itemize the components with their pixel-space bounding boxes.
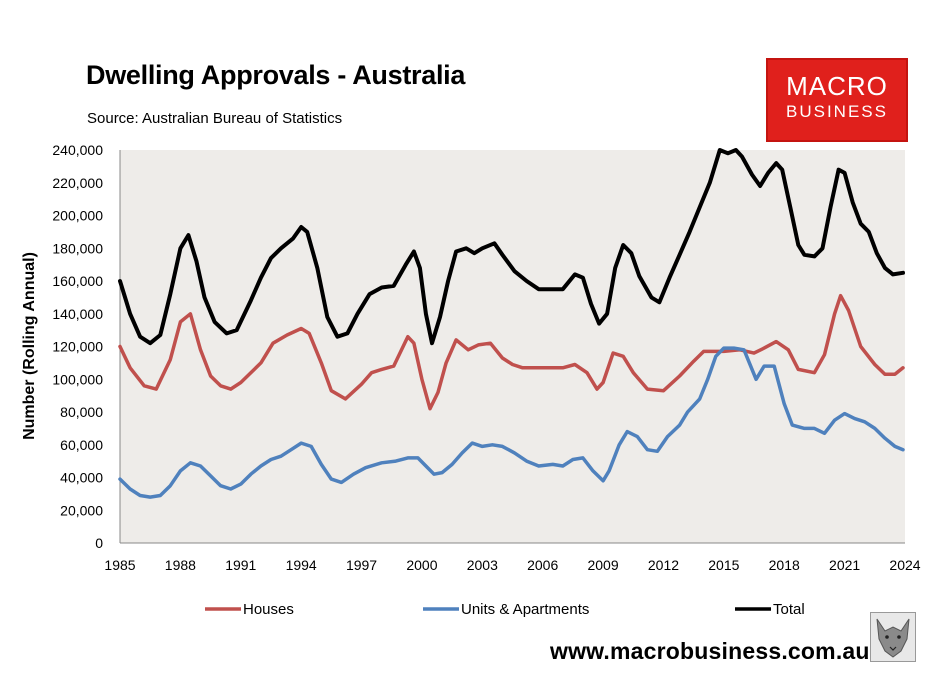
chart-source: Source: Australian Bureau of Statistics: [87, 110, 343, 127]
y-axis-label: Number (Rolling Annual): [21, 252, 38, 440]
y-tick-label: 240,000: [52, 142, 103, 158]
legend-label: Houses: [243, 601, 294, 618]
x-tick-label: 2012: [648, 557, 679, 573]
y-tick-label: 100,000: [52, 371, 103, 387]
y-tick-label: 0: [95, 535, 103, 551]
y-tick-label: 200,000: [52, 208, 103, 224]
y-tick-label: 60,000: [60, 437, 103, 453]
legend-label: Total: [773, 601, 805, 618]
y-tick-label: 160,000: [52, 273, 103, 289]
y-tick-label: 220,000: [52, 175, 103, 191]
x-tick-label: 1994: [286, 557, 317, 573]
x-tick-label: 2018: [769, 557, 800, 573]
x-tick-label: 1991: [225, 557, 256, 573]
x-tick-label: 2000: [406, 557, 437, 573]
legend-label: Units & Apartments: [461, 601, 589, 618]
y-axis-ticks: 0 20,000 40,000 60,000 80,000 100,000 120,000 1…: [52, 142, 103, 551]
x-tick-label: 1988: [165, 557, 196, 573]
x-axis-ticks: 1985 1988 1991 1994 1997 2000 2003 2006 2009 2012…: [104, 557, 920, 573]
macrobusiness-logo: MACRO BUSINESS: [766, 58, 908, 142]
series-line-houses: [118, 293, 905, 411]
footer-url: www.macrobusiness.com.au: [550, 638, 870, 664]
logo-line-business: BUSINESS: [786, 102, 888, 121]
y-tick-label: 140,000: [52, 306, 103, 322]
x-tick-label: 1997: [346, 557, 377, 573]
series-line-units-apartments: [118, 346, 905, 499]
wolf-logo-icon: [870, 612, 916, 662]
plot-area: [120, 150, 905, 543]
legend: Houses Units & Apartments Total: [205, 601, 805, 618]
x-tick-label: 2006: [527, 557, 558, 573]
x-tick-label: 2015: [708, 557, 739, 573]
y-tick-label: 120,000: [52, 339, 103, 355]
x-tick-label: 2009: [587, 557, 618, 573]
x-tick-label: 2024: [889, 557, 920, 573]
series-line-total: [118, 148, 905, 346]
chart-title: Dwelling Approvals - Australia: [86, 60, 466, 90]
y-tick-label: 20,000: [60, 502, 103, 518]
series-lines: [118, 148, 905, 499]
y-tick-label: 180,000: [52, 240, 103, 256]
x-tick-label: 2003: [467, 557, 498, 573]
y-tick-label: 80,000: [60, 404, 103, 420]
x-tick-label: 1985: [104, 557, 135, 573]
logo-line-macro: MACRO: [786, 71, 888, 101]
x-tick-label: 2021: [829, 557, 860, 573]
y-tick-label: 40,000: [60, 470, 103, 486]
